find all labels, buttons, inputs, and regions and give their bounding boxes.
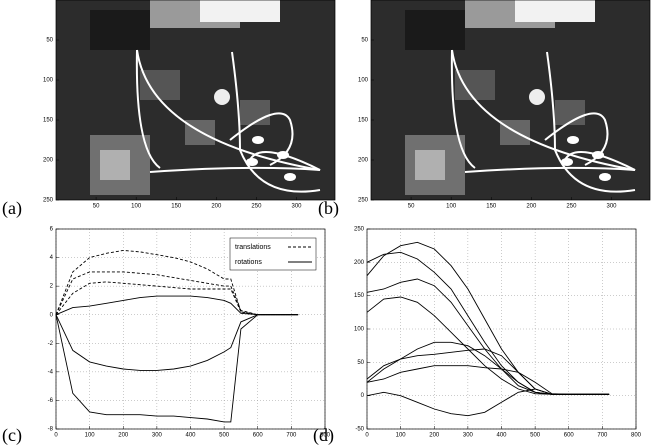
y-tick-label: -2 <box>48 341 54 347</box>
x-tick-label: 200 <box>211 204 222 210</box>
y-tick-label: 100 <box>354 327 365 333</box>
x-tick-label: 700 <box>286 433 297 439</box>
image-b <box>371 0 650 200</box>
x-tick-label: 400 <box>496 433 507 439</box>
axes-frame <box>55 228 326 430</box>
x-tick-label: 50 <box>408 204 415 210</box>
y-tick-label: 2 <box>50 284 54 290</box>
axes-frame <box>370 0 651 201</box>
y-tick-label: 50 <box>46 38 53 44</box>
x-tick-label: 200 <box>429 433 440 439</box>
y-tick-label: 150 <box>358 118 369 124</box>
y-tick-label: 250 <box>43 198 54 204</box>
y-tick-label: 4 <box>50 255 54 261</box>
image-a <box>56 0 335 200</box>
y-tick-label: -50 <box>355 427 364 433</box>
y-tick-label: 150 <box>43 118 54 124</box>
x-tick-label: 400 <box>185 433 196 439</box>
y-tick-label: -8 <box>48 427 54 433</box>
series-line <box>55 295 299 316</box>
y-tick-label: 150 <box>354 293 365 299</box>
legend-label: rotations <box>235 259 262 266</box>
y-tick-label: 6 <box>50 227 54 233</box>
y-tick-label: -6 <box>48 398 54 404</box>
series-line <box>366 251 610 395</box>
x-tick-label: 100 <box>85 433 96 439</box>
series-line <box>366 388 610 417</box>
x-tick-label: 300 <box>463 433 474 439</box>
legend-label: translations <box>235 244 271 251</box>
y-tick-label: 0 <box>50 312 54 318</box>
series-line <box>366 296 610 395</box>
y-tick-label: 50 <box>361 38 368 44</box>
y-tick-label: 100 <box>358 78 369 84</box>
series-line <box>55 314 299 423</box>
series-line <box>55 271 299 316</box>
x-tick-label: 200 <box>526 204 537 210</box>
panel-label: (a) <box>2 198 22 219</box>
x-tick-label: 250 <box>566 204 577 210</box>
series-line <box>55 314 299 371</box>
x-tick-label: 100 <box>446 204 457 210</box>
series-line <box>366 365 610 395</box>
panel-label: (c) <box>2 425 22 446</box>
x-tick-label: 500 <box>530 433 541 439</box>
x-tick-label: 50 <box>93 204 100 210</box>
legend-box <box>229 237 317 271</box>
series-line <box>55 281 299 316</box>
x-tick-label: 0 <box>365 433 369 439</box>
y-tick-label: 250 <box>354 227 365 233</box>
x-tick-label: 250 <box>251 204 262 210</box>
x-tick-label: 150 <box>486 204 497 210</box>
x-tick-label: 600 <box>253 433 264 439</box>
series-line <box>366 278 610 395</box>
x-tick-label: 300 <box>607 204 618 210</box>
y-tick-label: 200 <box>43 158 54 164</box>
x-tick-label: 300 <box>152 433 163 439</box>
x-tick-label: 100 <box>396 433 407 439</box>
y-tick-label: 200 <box>354 260 365 266</box>
y-tick-label: 200 <box>358 158 369 164</box>
axes-frame <box>55 0 336 201</box>
x-tick-label: 150 <box>171 204 182 210</box>
y-tick-label: 250 <box>358 198 369 204</box>
x-tick-label: 600 <box>564 433 575 439</box>
y-tick-label: 50 <box>357 360 364 366</box>
x-tick-label: 500 <box>219 433 230 439</box>
y-tick-label: 0 <box>361 393 365 399</box>
axes-frame <box>366 228 637 430</box>
panel-label: (d) <box>313 425 334 446</box>
panel-label: (b) <box>318 198 339 219</box>
x-tick-label: 0 <box>54 433 58 439</box>
y-tick-label: -4 <box>48 369 54 375</box>
series-line <box>55 249 299 316</box>
x-tick-label: 800 <box>320 433 331 439</box>
y-tick-label: 100 <box>43 78 54 84</box>
x-tick-label: 300 <box>292 204 303 210</box>
x-tick-label: 100 <box>131 204 142 210</box>
x-tick-label: 200 <box>118 433 129 439</box>
x-tick-label: 700 <box>597 433 608 439</box>
x-tick-label: 800 <box>631 433 642 439</box>
